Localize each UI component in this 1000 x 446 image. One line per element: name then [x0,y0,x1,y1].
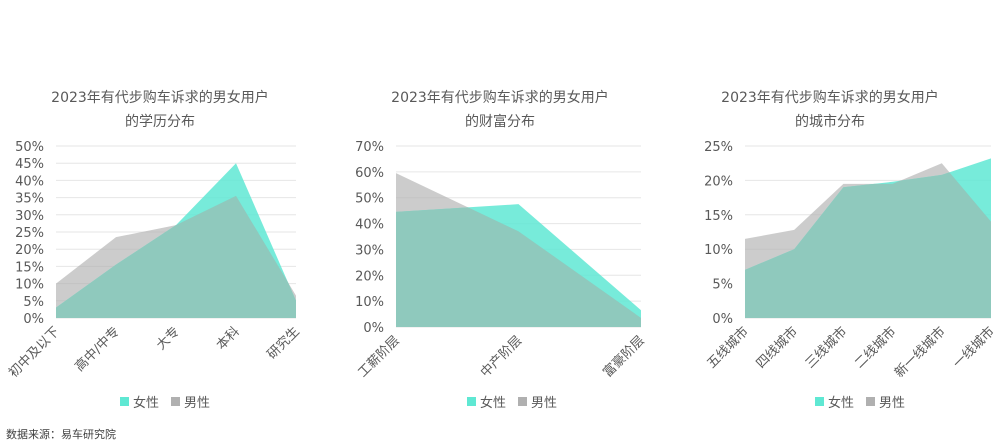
y-tick-label: 0% [363,321,384,336]
y-tick-label: 15% [15,260,44,275]
legend-label-male: 男性 [184,396,211,411]
x-tick-label: 新一线城市 [891,324,948,381]
chart-title: 2023年有代步购车诉求的男女用户 的学历分布 [20,86,300,134]
y-tick-label: 50% [15,140,44,155]
x-tick-label: 本科 [214,324,243,353]
series-area-overlap [745,172,991,318]
legend-item-male: 男性 [518,392,557,411]
x-tick-label: 中产阶层 [478,333,525,380]
chart-title-line1: 2023年有代步购车诉求的男女用户 [51,90,269,106]
y-tick-label: 25% [15,226,44,241]
area-chart-wealth: 0% 10% 20% 30% 40% 50% 60% 70% 工薪阶层 中产阶层 富豪阶层 [355,140,648,381]
y-tick-label: 40% [15,174,44,189]
legend-label-female: 女性 [480,396,507,411]
y-tick-label: 0% [712,312,733,327]
chart-title: 2023年有代步购车诉求的男女用户 的城市分布 [690,86,970,134]
series-area-overlap [396,207,641,327]
x-tick-label: 工薪阶层 [355,333,402,380]
chart-title-line1: 2023年有代步购车诉求的男女用户 [721,90,939,106]
y-tick-label: 5% [712,278,733,293]
legend-item-male: 男性 [171,392,210,411]
y-tick-label: 35% [15,192,44,207]
data-source-note: 数据来源：易车研究院 [6,428,116,441]
legend-swatch-female [467,397,476,406]
legend-item-female: 女性 [815,392,854,411]
legend-swatch-female [120,397,129,406]
y-tick-label: 15% [704,209,733,224]
chart-title-line2: 的城市分布 [795,114,865,130]
x-tick-label: 一线城市 [950,324,998,372]
x-tick-label: 高中/中专 [72,324,123,375]
y-tick-label: 60% [355,166,384,181]
chart-panel-education: 2023年有代步购车诉求的男女用户 的学历分布 0% 5% 10% 15% 20% 25%… [0,0,330,446]
x-tick-label: 四线城市 [753,324,801,372]
y-tick-label: 20% [704,174,733,189]
legend: 女性 男性 [815,392,911,411]
y-tick-label: 45% [15,157,44,172]
legend-swatch-male [866,397,876,406]
x-tick-label: 大专 [154,324,183,353]
y-tick-label: 0% [23,312,44,327]
series-area-overlap [56,195,296,318]
y-tick-label: 25% [704,140,733,155]
legend-swatch-male [171,397,181,406]
legend: 女性 男性 [467,392,563,411]
chart-title-line2: 的学历分布 [125,114,195,130]
legend-swatch-female [815,397,824,406]
chart-panel-city: 2023年有代步购车诉求的男女用户 的城市分布 0% 5% 10% 15% 20% 25%… [660,0,1000,446]
x-tick-label: 二线城市 [851,324,899,372]
legend-swatch-male [518,397,528,406]
y-tick-label: 70% [355,140,384,155]
legend-item-female: 女性 [120,392,159,411]
y-tick-label: 10% [355,295,384,310]
legend-label-male: 男性 [531,396,558,411]
chart-title-line2: 的财富分布 [465,114,535,130]
y-tick-label: 20% [15,243,44,258]
legend-label-female: 女性 [133,396,160,411]
area-chart-education: 0% 5% 10% 15% 20% 25% 30% 35% 40% 45% 50% 初中及以下 高中/中… [6,140,303,381]
chart-panel-wealth: 2023年有代步购车诉求的男女用户 的财富分布 0% 10% 20% 30% 40% 50… [330,0,660,446]
chart-title-line1: 2023年有代步购车诉求的男女用户 [391,90,609,106]
x-tick-label: 三线城市 [802,324,850,372]
y-tick-label: 10% [704,243,733,258]
y-tick-label: 10% [15,278,44,293]
y-tick-label: 40% [355,218,384,233]
x-tick-label: 富豪阶层 [600,333,648,381]
legend: 女性 男性 [120,392,216,411]
y-tick-label: 30% [355,243,384,258]
y-tick-label: 20% [355,269,384,284]
x-tick-label: 初中及以下 [6,324,63,381]
legend-item-male: 男性 [866,392,905,411]
y-tick-label: 30% [15,209,44,224]
y-tick-label: 50% [355,192,384,207]
legend-label-female: 女性 [828,396,855,411]
chart-title: 2023年有代步购车诉求的男女用户 的财富分布 [360,86,640,134]
x-tick-label: 五线城市 [704,324,752,372]
y-tick-label: 5% [23,295,44,310]
legend-label-male: 男性 [879,396,906,411]
legend-item-female: 女性 [467,392,506,411]
x-tick-label: 研究生 [265,324,303,362]
